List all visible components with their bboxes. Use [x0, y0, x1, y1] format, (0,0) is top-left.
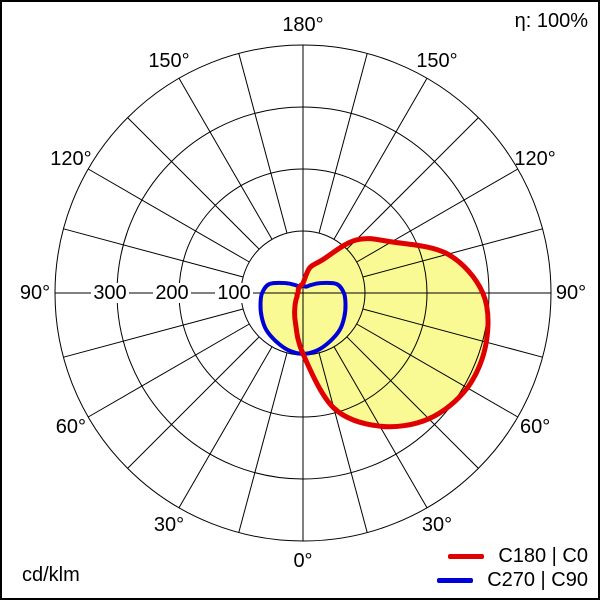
spoke-285: [63, 308, 244, 358]
spoke-60: [356, 323, 519, 418]
angle-label-30°-left: 30°: [154, 514, 184, 536]
radial-label-mask: [215, 283, 253, 303]
spoke-150: [333, 77, 428, 240]
angle-label-90°-left: 90°: [20, 282, 50, 304]
spoke-45: [346, 336, 479, 469]
spoke-300: [87, 323, 250, 418]
legend-item-c90: C270 | C90: [437, 569, 588, 591]
efficiency-label: η: 100%: [514, 10, 588, 32]
c0-line-swatch: [448, 553, 485, 559]
angle-label-150°-right: 150°: [416, 50, 457, 72]
unit-label: cd/klm: [22, 564, 80, 586]
spoke-255: [63, 228, 244, 278]
legend-label-c0: C180 | C0: [498, 545, 588, 567]
spoke-195: [238, 53, 288, 234]
spoke-135: [346, 117, 479, 250]
spoke-330: [178, 346, 273, 509]
legend-item-c0: C180 | C0: [437, 545, 588, 567]
legend: C180 | C0 C270 | C90: [437, 545, 588, 591]
angle-label-90°-right: 90°: [556, 282, 586, 304]
angle-label-120°-right: 120°: [514, 148, 555, 170]
spoke-210: [178, 77, 273, 240]
spoke-120: [356, 168, 519, 263]
spoke-315: [127, 336, 260, 469]
c90-line-swatch: [437, 577, 474, 583]
angle-label-30°-right: 30°: [422, 514, 452, 536]
spoke-240: [87, 168, 250, 263]
radial-tick-label-300: 300: [93, 282, 126, 304]
angle-label-60°-right: 60°: [520, 416, 550, 438]
angle-label-120°-left: 120°: [50, 148, 91, 170]
angle-label-150°-left: 150°: [148, 50, 189, 72]
angle-label-180°-right: 180°: [282, 14, 323, 36]
radial-tick-label-100: 100: [217, 282, 250, 304]
curve-C0-C180: [292, 236, 491, 430]
radial-label-mask: [91, 283, 129, 303]
legend-label-c90: C270 | C90: [487, 569, 588, 591]
radial-tick-label-200: 200: [155, 282, 188, 304]
radial-label-mask: [153, 283, 191, 303]
spoke-345: [238, 352, 288, 533]
curve-fill-C0: [294, 238, 488, 427]
angle-label-60°-left: 60°: [56, 416, 86, 438]
spoke-225: [127, 117, 260, 250]
spoke-75: [362, 308, 543, 358]
spoke-165: [318, 53, 368, 234]
spoke-105: [362, 228, 543, 278]
angle-label-0°-right: 0°: [293, 550, 312, 572]
spoke-15: [318, 352, 368, 533]
